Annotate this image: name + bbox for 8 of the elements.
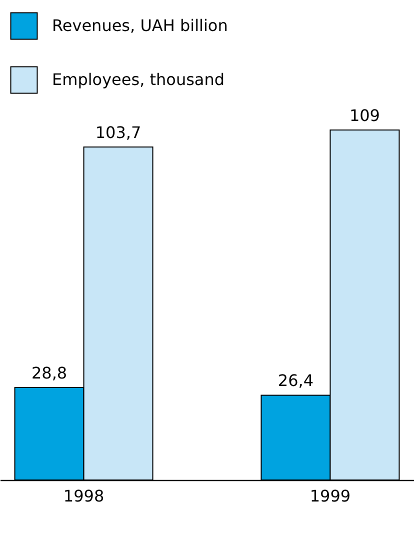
data-label: 103,7 [95, 123, 142, 142]
x-tick-label: 1998 [63, 486, 104, 506]
data-label: 26,4 [278, 371, 314, 390]
x-tick-label: 1999 [310, 486, 351, 506]
data-label: 28,8 [31, 364, 68, 383]
data-label: 109 [349, 106, 380, 125]
legend-label: Employees, thousand [52, 70, 225, 89]
legend-label: Revenues, UAH billion [52, 16, 228, 35]
